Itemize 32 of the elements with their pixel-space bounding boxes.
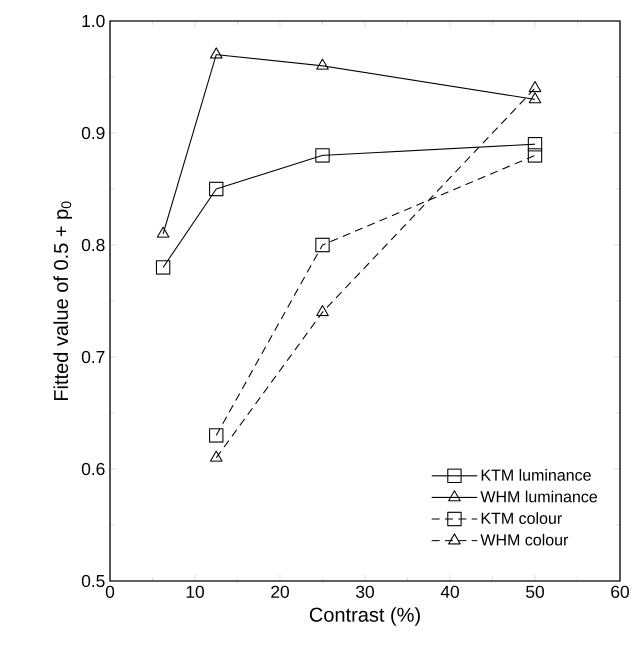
legend-label: KTM colour — [482, 512, 562, 524]
x-axis-title: Contrast (%) — [310, 607, 420, 626]
x-tick-label: 0 — [106, 586, 114, 598]
point — [528, 92, 542, 104]
point — [316, 304, 329, 316]
point — [315, 148, 330, 163]
point — [528, 80, 542, 92]
y-axis-title: Fitted value of 0.5 + p$_{0}$ — [53, 202, 72, 400]
y-tick-label: 1.0 — [82, 14, 105, 28]
point — [209, 182, 224, 196]
y-tick-label: 0.5 — [82, 574, 105, 588]
x-tick-label: 20 — [271, 586, 289, 598]
point — [316, 58, 329, 70]
x-tick-label: 30 — [356, 586, 374, 598]
point — [528, 148, 542, 163]
legend-label: WHM colour — [480, 534, 568, 546]
legend-label: KTM luminance — [482, 469, 591, 481]
y-tick-label: 0.8 — [82, 238, 105, 252]
y-tick-label: 0.9 — [82, 126, 104, 140]
legend-label: WHM luminance — [480, 490, 598, 502]
point — [209, 428, 224, 443]
point — [156, 260, 170, 275]
x-tick-label: 10 — [186, 586, 204, 598]
x-tick-label: 60 — [611, 586, 629, 598]
point — [528, 136, 542, 152]
y-tick-label: 0.7 — [82, 350, 104, 364]
x-tick-label: 40 — [440, 586, 459, 598]
x-tick-label: 50 — [526, 586, 544, 598]
y-tick-label: 0.6 — [82, 462, 105, 476]
point — [315, 238, 330, 252]
point — [210, 47, 223, 58]
point — [156, 226, 170, 238]
